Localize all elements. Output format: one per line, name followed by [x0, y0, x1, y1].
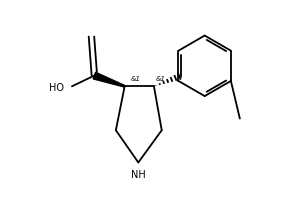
Text: NH: NH — [131, 170, 146, 180]
Text: &1: &1 — [130, 76, 140, 82]
Text: &1: &1 — [156, 76, 166, 82]
Polygon shape — [93, 72, 125, 87]
Text: HO: HO — [49, 83, 64, 93]
